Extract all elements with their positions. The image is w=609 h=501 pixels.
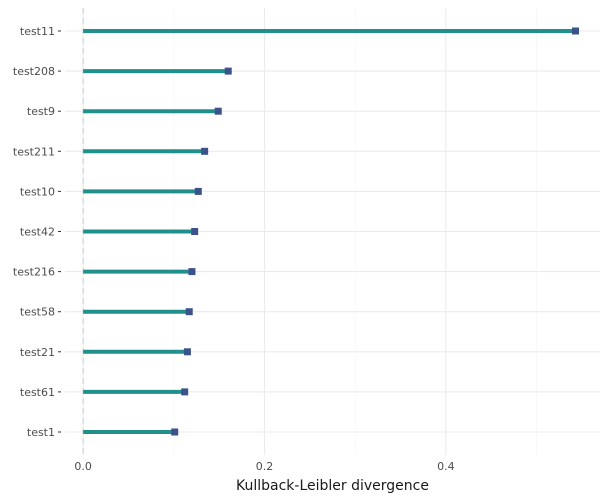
point-test61 [181, 388, 189, 396]
point-test9 [214, 107, 222, 115]
point-test10 [194, 187, 202, 195]
y-axis-ticks: test11 test208 test9 test211 test10 test42 tes… [13, 25, 61, 439]
point-test21 [183, 348, 191, 356]
point-test216 [188, 268, 196, 276]
x-tick-label-0: 0.0 [74, 460, 92, 473]
x-axis-ticks: 0.0 0.2 0.4 [74, 460, 454, 473]
point-test211 [201, 147, 209, 155]
y-tick-label-test216: test216 [13, 266, 55, 279]
y-tick-label-test21: test21 [20, 346, 55, 359]
lollipop-bars [83, 27, 580, 436]
y-tick-label-test208: test208 [13, 65, 55, 78]
y-tick-label-test10: test10 [20, 185, 55, 198]
y-tick-label-test42: test42 [20, 226, 55, 239]
y-tick-label-test11: test11 [20, 25, 55, 38]
x-tick-label-2: 0.4 [437, 460, 455, 473]
y-tick-label-test211: test211 [13, 145, 55, 158]
point-test42 [191, 228, 199, 235]
x-axis-title: Kullback-Leibler divergence [236, 478, 429, 494]
y-tick-label-test1: test1 [27, 426, 55, 439]
x-tick-label-1: 0.2 [256, 460, 274, 473]
point-test1 [171, 428, 179, 436]
y-tick-label-test58: test58 [20, 306, 55, 319]
y-tick-label-test61: test61 [20, 386, 55, 399]
point-test11 [572, 27, 580, 35]
y-tick-label-test9: test9 [27, 105, 55, 118]
point-test208 [224, 67, 232, 75]
point-test58 [185, 308, 193, 316]
